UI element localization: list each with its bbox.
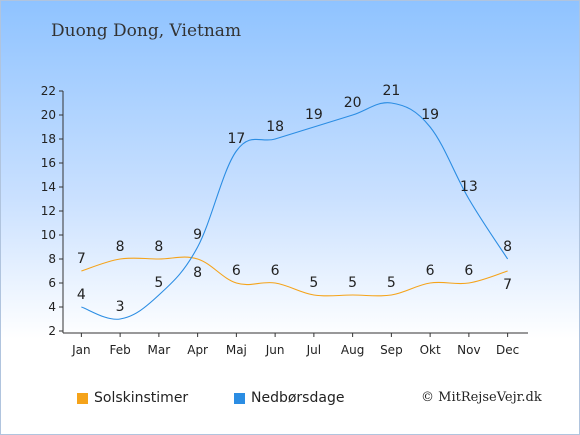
data-label-nedborsdage: 18 bbox=[266, 119, 284, 135]
y-tick-label: 18 bbox=[41, 132, 56, 146]
y-tick-label: 22 bbox=[41, 84, 56, 98]
y-tick-label: 6 bbox=[48, 276, 56, 290]
x-tick-label: Sep bbox=[380, 343, 403, 357]
y-tick-label: 10 bbox=[41, 228, 56, 242]
data-label-nedborsdage: 17 bbox=[227, 131, 245, 147]
data-label-solskinstimer: 6 bbox=[464, 263, 473, 279]
data-label-nedborsdage: 5 bbox=[154, 275, 163, 291]
x-tick-label: Apr bbox=[187, 343, 208, 357]
data-label-solskinstimer: 7 bbox=[503, 277, 512, 293]
x-tick-label: Dec bbox=[496, 343, 519, 357]
data-label-nedborsdage: 8 bbox=[503, 239, 512, 255]
data-label-solskinstimer: 7 bbox=[77, 251, 86, 267]
legend-swatch-nedborsdage bbox=[234, 392, 245, 404]
legend-swatch-solskinstimer bbox=[77, 392, 88, 404]
legend-label-nedborsdage: Nedbørsdage bbox=[251, 390, 345, 406]
data-label-solskinstimer: 6 bbox=[426, 263, 435, 279]
y-tick-label: 20 bbox=[41, 108, 56, 122]
legend-label-solskinstimer: Solskinstimer bbox=[94, 390, 189, 406]
legend-item-nedborsdage: Nedbørsdage bbox=[234, 390, 344, 406]
credit-text: © MitRejseVejr.dk bbox=[421, 390, 542, 405]
data-label-nedborsdage: 19 bbox=[421, 107, 439, 123]
x-tick-label: Aug bbox=[341, 343, 364, 357]
data-label-nedborsdage: 21 bbox=[382, 83, 400, 99]
y-tick-label: 2 bbox=[48, 324, 56, 338]
data-label-nedborsdage: 19 bbox=[305, 107, 323, 123]
x-tick-label: Jun bbox=[265, 343, 285, 357]
series-line-solskinstimer bbox=[81, 256, 508, 297]
y-tick-label: 8 bbox=[48, 252, 56, 266]
location-title: Duong Dong, Vietnam bbox=[51, 21, 242, 41]
data-label-nedborsdage: 13 bbox=[460, 179, 478, 195]
data-label-nedborsdage: 9 bbox=[193, 227, 202, 243]
x-tick-label: Maj bbox=[226, 343, 247, 357]
data-label-solskinstimer: 6 bbox=[271, 263, 280, 279]
data-label-nedborsdage: 3 bbox=[116, 299, 125, 315]
x-tick-label: Nov bbox=[457, 343, 480, 357]
data-label-nedborsdage: 4 bbox=[77, 287, 86, 303]
data-label-solskinstimer: 8 bbox=[193, 265, 202, 281]
series-lines bbox=[81, 102, 509, 320]
data-label-solskinstimer: 5 bbox=[348, 275, 357, 291]
value-labels: 7 4 8 3 8 5 8 9 6 17 6 18 5 19 5 20 5 21 6 19 6 13 7 8 bbox=[77, 83, 512, 315]
data-label-solskinstimer: 8 bbox=[154, 239, 163, 255]
legend-item-solskinstimer: Solskinstimer bbox=[77, 390, 188, 406]
x-tick-label: Okt bbox=[420, 343, 441, 357]
x-tick-label: Jan bbox=[71, 343, 91, 357]
data-label-solskinstimer: 6 bbox=[232, 263, 241, 279]
chart-axes: 2 4 6 8 10 12 14 16 18 20 22 Jan Feb Mar Apr Maj Jun Jul A… bbox=[41, 84, 528, 357]
data-label-nedborsdage: 20 bbox=[344, 95, 362, 111]
data-label-solskinstimer: 5 bbox=[309, 275, 318, 291]
x-tick-label: Mar bbox=[148, 343, 171, 357]
y-tick-label: 14 bbox=[41, 180, 56, 194]
series-line-nedborsdage bbox=[81, 102, 509, 320]
data-label-solskinstimer: 5 bbox=[387, 275, 396, 291]
y-tick-label: 16 bbox=[41, 156, 56, 170]
y-tick-label: 4 bbox=[48, 300, 56, 314]
y-tick-label: 12 bbox=[41, 204, 56, 218]
x-tick-label: Feb bbox=[110, 343, 131, 357]
data-label-solskinstimer: 8 bbox=[116, 239, 125, 255]
x-tick-label: Jul bbox=[306, 343, 321, 357]
